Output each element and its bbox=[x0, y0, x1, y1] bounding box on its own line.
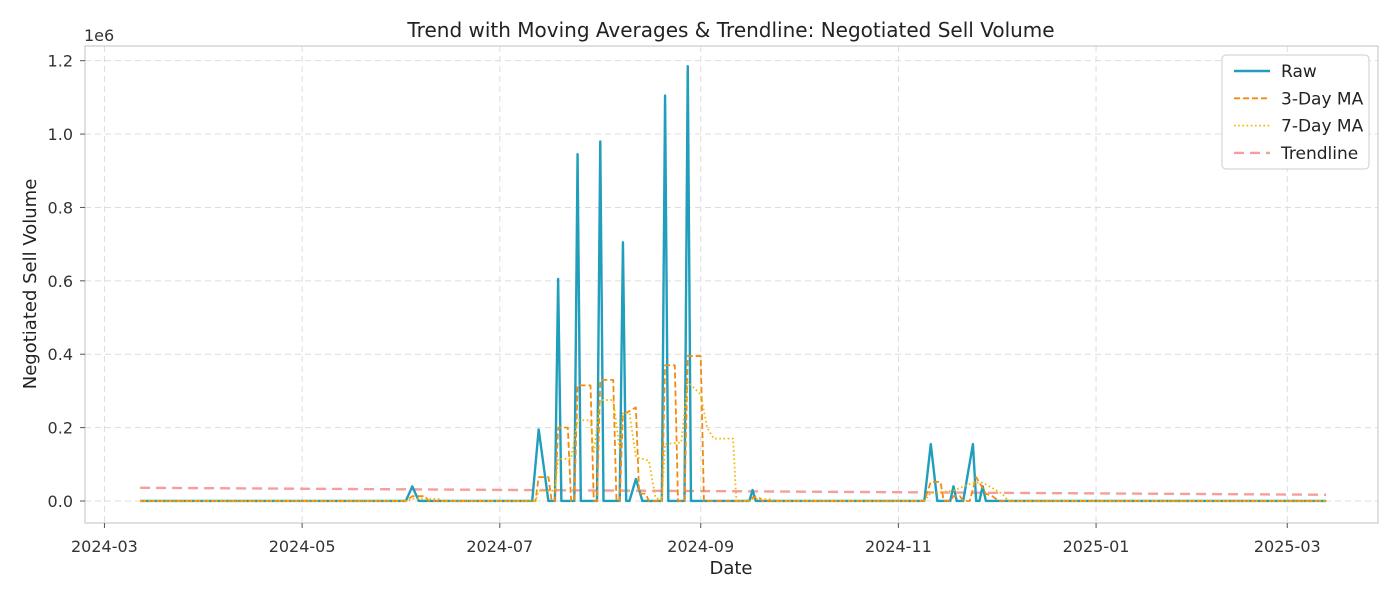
y-tick-label: 0.6 bbox=[48, 272, 73, 291]
series-line-7-day-ma bbox=[140, 380, 1327, 502]
y-tick-label: 0.8 bbox=[48, 198, 73, 217]
legend-label-raw: Raw bbox=[1281, 62, 1317, 82]
series-layer bbox=[140, 64, 1327, 503]
legend-label-7-day-ma: 7-Day MA bbox=[1281, 117, 1364, 137]
series-line-3-day-ma bbox=[140, 355, 1327, 502]
x-tick-label: 2024-07 bbox=[466, 537, 533, 556]
x-tick-label: 2024-05 bbox=[269, 537, 336, 556]
x-tick-label: 2025-03 bbox=[1254, 537, 1321, 556]
plot-frame bbox=[84, 45, 1379, 524]
y-tick-label: 1.0 bbox=[48, 125, 73, 144]
y-tick-label: 0.4 bbox=[48, 345, 73, 364]
y-axis-ticks: 0.0 0.2 0.4 0.6 0.8 1.0 1.2 bbox=[48, 52, 85, 511]
y-tick-label: 0.0 bbox=[48, 492, 73, 511]
series-line-raw bbox=[140, 64, 1327, 503]
chart-title: Trend with Moving Averages & Trendline: … bbox=[406, 18, 1054, 42]
x-tick-label: 2024-11 bbox=[865, 537, 932, 556]
x-tick-label: 2025-01 bbox=[1063, 537, 1130, 556]
y-axis-label: Negotiated Sell Volume bbox=[20, 179, 41, 390]
x-tick-label: 2024-03 bbox=[71, 537, 138, 556]
x-axis-ticks: 2024-03 2024-05 2024-07 2024-09 2024-11 2025-… bbox=[71, 523, 1321, 556]
legend-label-trendline: Trendline bbox=[1280, 144, 1358, 164]
legend-label-3-day-ma: 3-Day MA bbox=[1281, 89, 1364, 109]
legend: Raw 3-Day MA 7-Day MA Trendline bbox=[1221, 54, 1370, 170]
y-tick-label: 1.2 bbox=[48, 52, 73, 71]
y-axis-offset-label: 1e6 bbox=[84, 26, 114, 45]
y-tick-label: 0.2 bbox=[48, 419, 73, 438]
series-line-trendline bbox=[140, 486, 1327, 496]
x-tick-label: 2024-09 bbox=[667, 537, 734, 556]
legend-box bbox=[1221, 54, 1370, 170]
x-axis-label: Date bbox=[709, 558, 752, 579]
